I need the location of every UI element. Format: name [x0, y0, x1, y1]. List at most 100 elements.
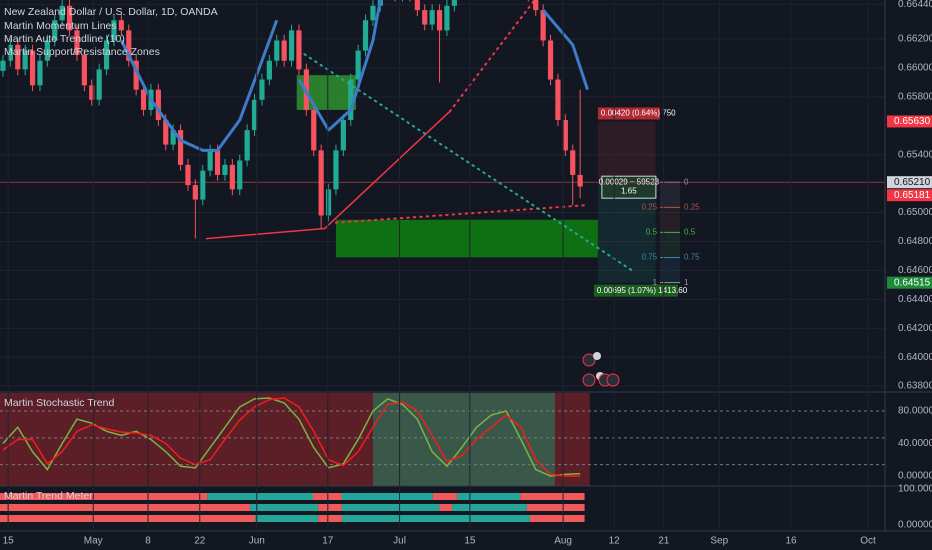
candle-body [133, 60, 139, 90]
trend-segment [0, 504, 251, 511]
trend-segment [529, 515, 585, 522]
price-label-box [887, 189, 932, 202]
fib-band [660, 257, 681, 283]
trend-segment [341, 515, 530, 522]
trend-segment [0, 515, 256, 522]
position-label: 0.00420 (0.64%) 750 [601, 109, 676, 118]
candle-body [126, 30, 132, 61]
y-tick-label: 0.64200 [898, 323, 932, 334]
candle-body [103, 40, 110, 70]
x-tick-label: Jul [393, 536, 406, 547]
candle-body [340, 120, 346, 151]
momentum-line [120, 0, 589, 152]
position-label: 0.00695 (1.07%) 1413.60 [597, 286, 688, 295]
label-box [597, 107, 660, 120]
support-zone [335, 219, 598, 258]
candle-body [200, 170, 206, 200]
position-label: 1.65 [621, 186, 637, 195]
icon [582, 373, 596, 387]
fib-label: 1 [653, 278, 658, 287]
icon [593, 352, 601, 360]
candle-body [185, 164, 191, 186]
candle-body [170, 130, 176, 145]
label-box [601, 175, 657, 199]
trend-segment [207, 493, 314, 500]
candle-body [296, 30, 302, 70]
candle-body [429, 10, 435, 25]
y-tick-label: 100.00000 [898, 484, 932, 495]
fib-band [660, 207, 681, 233]
candle-body [370, 5, 376, 21]
indicator-name: Martin Auto Trendline (10) [4, 33, 125, 45]
candle-body [118, 20, 124, 31]
candle-body [451, 0, 457, 6]
candle-body [414, 0, 420, 11]
candle-body [281, 40, 287, 61]
y-tick-label: 0.65800 [898, 92, 932, 103]
price-label-box [887, 276, 932, 289]
candle-body [37, 60, 43, 86]
candle-body [244, 130, 250, 161]
y-tick-label: 80.00000 [898, 406, 932, 417]
candle-body [66, 5, 73, 31]
candle-body [540, 10, 546, 41]
candle-body [251, 99, 258, 131]
label-box [593, 284, 678, 297]
x-tick-label: 15 [3, 536, 15, 547]
y-tick-label: 0.64800 [898, 236, 932, 247]
fib-label: 0.25 [684, 202, 700, 211]
y-tick-label: 0.65000 [898, 207, 932, 218]
candle-body [163, 120, 169, 145]
trend-band [372, 393, 555, 486]
candle-body [533, 0, 539, 11]
candle-body [229, 164, 235, 190]
trend-meter-pane [0, 493, 585, 522]
candle-body [266, 60, 272, 80]
candle-body [333, 150, 339, 190]
candle-body [444, 5, 450, 31]
price-label-box [887, 115, 932, 128]
candle-body [52, 20, 58, 41]
candle-body [577, 174, 583, 187]
candle-body [274, 40, 280, 61]
trend-segment [432, 493, 458, 500]
trend-segment [318, 515, 342, 522]
candle-body [155, 89, 161, 121]
candle-body [555, 79, 561, 121]
y-tick-label: 0.66000 [898, 63, 932, 74]
fib-label: 0.75 [641, 253, 657, 262]
fib-label: 1 [684, 278, 689, 287]
y-tick-label: 0.64000 [898, 352, 932, 363]
candle-body [237, 160, 243, 190]
candle-body [325, 189, 332, 216]
candle-body [207, 150, 213, 171]
fib-label: 0 [684, 177, 689, 186]
indicator-name: Martin Trend Meter [4, 490, 93, 502]
candle-body [436, 10, 443, 31]
y-tick-label: 0.63800 [898, 381, 932, 392]
x-tick-label: 15 [464, 536, 476, 547]
x-tick-label: Oct [860, 536, 876, 547]
fib-band [660, 232, 681, 258]
fib-label: 0.5 [684, 227, 696, 236]
y-tick-label: 0.66440 [898, 0, 932, 10]
candle-body [7, 44, 13, 61]
trend-segment [457, 493, 521, 500]
candle-body [547, 40, 554, 80]
candle-body [192, 185, 198, 200]
fib-label: 0 [653, 177, 658, 186]
candle-body [111, 20, 117, 41]
candle-body [362, 20, 369, 51]
trendline [297, 49, 633, 272]
trend-segment [520, 493, 585, 500]
x-tick-label: 8 [145, 536, 151, 547]
candle-body [22, 50, 28, 70]
trendline [205, 227, 326, 240]
price-label: 0.65181 [894, 190, 931, 201]
fib-label: 0.25 [641, 202, 657, 211]
fib-label: 0.75 [684, 253, 700, 262]
candle-body [74, 30, 80, 55]
trendline [324, 110, 451, 230]
candle-body [0, 60, 6, 71]
